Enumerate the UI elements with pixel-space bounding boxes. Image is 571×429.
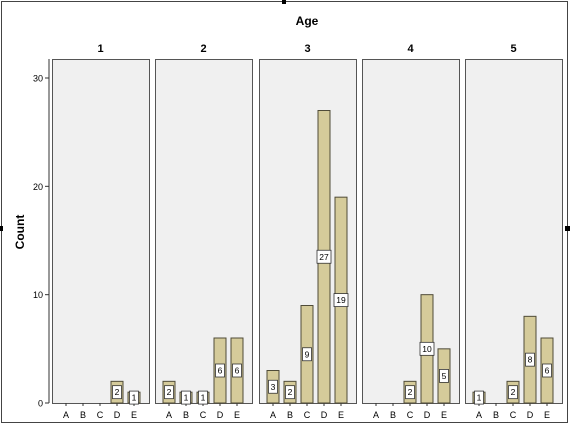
- data-label-box: [232, 363, 242, 378]
- panel-label: 3: [304, 43, 310, 55]
- x-tick-label: D: [114, 410, 121, 420]
- x-tick-label: B: [80, 410, 86, 420]
- x-tick-label: E: [544, 410, 550, 420]
- selection-handle-left[interactable]: [0, 226, 3, 231]
- data-label-box: [542, 363, 552, 378]
- x-tick-label: B: [390, 410, 396, 420]
- x-tick-label: A: [270, 410, 276, 420]
- x-tick-label: C: [97, 410, 104, 420]
- x-tick-label: B: [493, 410, 499, 420]
- data-label-box: [333, 293, 349, 307]
- data-label-box: [419, 341, 435, 356]
- panel-label: 2: [200, 43, 206, 55]
- x-tick-label: E: [338, 410, 344, 420]
- data-label: 2: [511, 387, 516, 397]
- data-label: 1: [477, 393, 482, 403]
- data-label-box: [474, 390, 484, 405]
- data-label: 10: [422, 344, 432, 354]
- data-label: 6: [545, 366, 550, 376]
- y-tick-label: 20: [33, 182, 43, 192]
- x-tick-label: D: [424, 410, 431, 420]
- panel-label: 1: [97, 43, 103, 55]
- data-label-box: [215, 363, 225, 378]
- data-label: 8: [528, 355, 533, 365]
- data-label: 2: [408, 387, 413, 397]
- data-label: 2: [115, 387, 120, 397]
- panel-background: [155, 59, 253, 404]
- x-tick-label: E: [441, 410, 447, 420]
- data-label: 2: [288, 387, 293, 397]
- data-label-box: [405, 385, 415, 400]
- y-tick-label: 0: [38, 399, 43, 409]
- data-label: 19: [336, 295, 346, 305]
- data-label-box: [285, 385, 295, 400]
- data-label: 6: [218, 366, 223, 376]
- x-tick-label: A: [166, 410, 172, 420]
- x-tick-label: C: [510, 410, 517, 420]
- data-label: 6: [235, 366, 240, 376]
- data-label-box: [164, 385, 174, 400]
- data-label: 2: [167, 387, 172, 397]
- x-tick-label: A: [63, 410, 69, 420]
- data-label-box: [112, 385, 122, 400]
- selection-handle-top[interactable]: [282, 0, 286, 4]
- panel-background: [362, 59, 460, 404]
- x-tick-label: D: [217, 410, 224, 420]
- facet-panel: 2 A 2 B 1 C 1 D 6 E 6: [155, 43, 253, 420]
- panel-label: 4: [407, 43, 414, 55]
- data-label: 9: [305, 349, 310, 359]
- data-label: 5: [442, 371, 447, 381]
- y-axis: 0 10 20 30: [33, 59, 50, 409]
- x-tick-label: E: [234, 410, 240, 420]
- x-tick-label: C: [304, 410, 311, 420]
- panel-label: 5: [510, 43, 516, 55]
- x-tick-label: E: [131, 410, 137, 420]
- data-label-box: [508, 385, 518, 400]
- y-tick-label: 30: [33, 74, 43, 84]
- data-label: 1: [184, 393, 189, 403]
- x-tick-label: B: [287, 410, 293, 420]
- x-tick-label: B: [183, 410, 189, 420]
- x-tick-label: A: [476, 410, 482, 420]
- data-label-box: [302, 347, 312, 362]
- data-label-box: [181, 390, 191, 405]
- facet-panel: 3 A 3 B 2 C 9 D 27 E 19: [259, 43, 357, 420]
- data-label: 1: [201, 393, 206, 403]
- panel-background: [52, 59, 150, 404]
- data-label: 3: [271, 382, 276, 392]
- x-tick-label: D: [321, 410, 328, 420]
- x-tick-label: D: [527, 410, 534, 420]
- data-label-box: [316, 249, 332, 264]
- facet-panel: 1 A B C D 2 E 1: [52, 43, 150, 420]
- facet-panel: 5 A 1 B C 2 D 8 E 6: [465, 43, 563, 420]
- y-axis-label: Count: [13, 215, 27, 250]
- y-tick-label: 10: [33, 290, 43, 300]
- data-label-box: [268, 379, 278, 394]
- data-label-box: [129, 390, 139, 405]
- data-label-box: [198, 390, 208, 405]
- data-label-box: [525, 352, 535, 367]
- facet-title: Age: [296, 14, 319, 28]
- x-tick-label: C: [200, 410, 207, 420]
- selection-handle-right[interactable]: [565, 226, 570, 231]
- x-tick-label: A: [373, 410, 379, 420]
- data-label: 27: [319, 252, 329, 262]
- x-tick-label: C: [407, 410, 414, 420]
- data-label-box: [439, 369, 449, 383]
- data-label: 1: [132, 393, 137, 403]
- facet-panel: 4 A B C 2 D 10 E 5: [362, 43, 460, 420]
